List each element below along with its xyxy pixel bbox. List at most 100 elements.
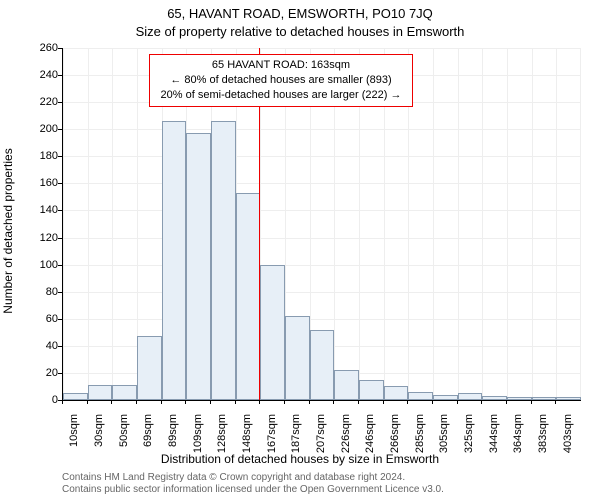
y-tick-label: 40 xyxy=(18,340,58,352)
x-tick-label: 325sqm xyxy=(463,414,475,453)
x-tick-label: 69sqm xyxy=(142,414,154,447)
x-tick-label: 50sqm xyxy=(118,414,130,447)
gridline-horizontal xyxy=(63,210,581,211)
y-tick-label: 100 xyxy=(18,259,58,271)
chart-footer: Contains HM Land Registry data © Crown c… xyxy=(62,472,444,496)
x-tick-mark xyxy=(259,400,260,404)
gridline-vertical xyxy=(580,48,581,400)
x-tick-label: 89sqm xyxy=(167,414,179,447)
histogram-bar xyxy=(186,133,211,400)
gridline-vertical xyxy=(507,48,508,400)
y-tick-label: 240 xyxy=(18,69,58,81)
histogram-bar xyxy=(63,393,88,400)
footer-line: Contains public sector information licen… xyxy=(62,484,444,496)
gridline-vertical xyxy=(556,48,557,400)
y-tick-label: 0 xyxy=(18,394,58,406)
y-tick-label: 120 xyxy=(18,232,58,244)
histogram-bar xyxy=(162,121,187,400)
x-tick-mark xyxy=(136,400,137,404)
x-tick-mark xyxy=(383,400,384,404)
x-tick-label: 285sqm xyxy=(414,414,426,453)
histogram-bar xyxy=(88,385,113,400)
x-tick-label: 226sqm xyxy=(340,414,352,453)
plot-area: 65 HAVANT ROAD: 163sqm ← 80% of detached… xyxy=(62,48,581,401)
x-tick-mark xyxy=(62,400,63,404)
x-tick-mark xyxy=(457,400,458,404)
x-tick-label: 167sqm xyxy=(266,414,278,453)
x-tick-mark xyxy=(309,400,310,404)
gridline-horizontal xyxy=(63,292,581,293)
y-tick-mark xyxy=(58,210,62,211)
histogram-bar xyxy=(211,121,236,400)
x-tick-mark xyxy=(185,400,186,404)
x-tick-mark xyxy=(481,400,482,404)
x-tick-label: 148sqm xyxy=(241,414,253,453)
x-tick-mark xyxy=(407,400,408,404)
x-tick-label: 207sqm xyxy=(315,414,327,453)
histogram-bar xyxy=(556,397,581,400)
x-tick-mark xyxy=(111,400,112,404)
y-tick-mark xyxy=(58,373,62,374)
gridline-vertical xyxy=(63,48,64,400)
gridline-horizontal xyxy=(63,265,581,266)
histogram-bar xyxy=(458,393,483,400)
x-tick-mark xyxy=(161,400,162,404)
histogram-bar xyxy=(260,265,285,400)
x-tick-label: 383sqm xyxy=(537,414,549,453)
x-tick-mark xyxy=(87,400,88,404)
x-tick-mark xyxy=(333,400,334,404)
y-tick-label: 80 xyxy=(18,286,58,298)
gridline-vertical xyxy=(433,48,434,400)
x-tick-mark xyxy=(506,400,507,404)
x-tick-label: 30sqm xyxy=(93,414,105,447)
x-tick-label: 187sqm xyxy=(290,414,302,453)
gridline-vertical xyxy=(458,48,459,400)
histogram-bar xyxy=(112,385,137,400)
footer-line: Contains HM Land Registry data © Crown c… xyxy=(62,472,444,484)
x-tick-mark xyxy=(358,400,359,404)
x-tick-label: 246sqm xyxy=(364,414,376,453)
y-tick-mark xyxy=(58,238,62,239)
gridline-horizontal xyxy=(63,48,581,49)
x-tick-mark xyxy=(432,400,433,404)
histogram-bar xyxy=(433,395,458,400)
y-tick-mark xyxy=(58,265,62,266)
y-tick-mark xyxy=(58,75,62,76)
histogram-bar xyxy=(384,386,409,400)
x-tick-label: 109sqm xyxy=(192,414,204,453)
y-tick-label: 180 xyxy=(18,150,58,162)
chart-infobox: 65 HAVANT ROAD: 163sqm ← 80% of detached… xyxy=(149,54,413,107)
x-tick-label: 266sqm xyxy=(389,414,401,453)
y-tick-mark xyxy=(58,183,62,184)
y-tick-mark xyxy=(58,102,62,103)
gridline-horizontal xyxy=(63,156,581,157)
y-tick-mark xyxy=(58,346,62,347)
infobox-line: 20% of semi-detached houses are larger (… xyxy=(156,88,406,103)
x-tick-label: 403sqm xyxy=(562,414,574,453)
y-tick-mark xyxy=(58,156,62,157)
y-tick-label: 140 xyxy=(18,204,58,216)
x-tick-label: 305sqm xyxy=(438,414,450,453)
histogram-bar xyxy=(359,380,384,400)
chart-title-main: 65, HAVANT ROAD, EMSWORTH, PO10 7JQ xyxy=(0,6,600,21)
y-tick-label: 20 xyxy=(18,367,58,379)
histogram-bar xyxy=(137,336,162,400)
y-tick-mark xyxy=(58,292,62,293)
x-tick-label: 10sqm xyxy=(68,414,80,447)
x-tick-label: 128sqm xyxy=(216,414,228,453)
chart-title-sub: Size of property relative to detached ho… xyxy=(0,24,600,39)
histogram-bar xyxy=(482,396,507,400)
y-axis-label: Number of detached properties xyxy=(1,148,15,313)
histogram-bar xyxy=(310,330,335,400)
x-tick-mark xyxy=(555,400,556,404)
x-tick-label: 344sqm xyxy=(488,414,500,453)
x-tick-label: 364sqm xyxy=(512,414,524,453)
y-tick-label: 200 xyxy=(18,123,58,135)
gridline-vertical xyxy=(532,48,533,400)
y-tick-label: 220 xyxy=(18,96,58,108)
y-tick-mark xyxy=(58,129,62,130)
y-tick-mark xyxy=(58,319,62,320)
gridline-horizontal xyxy=(63,319,581,320)
x-tick-mark xyxy=(531,400,532,404)
x-tick-mark xyxy=(284,400,285,404)
